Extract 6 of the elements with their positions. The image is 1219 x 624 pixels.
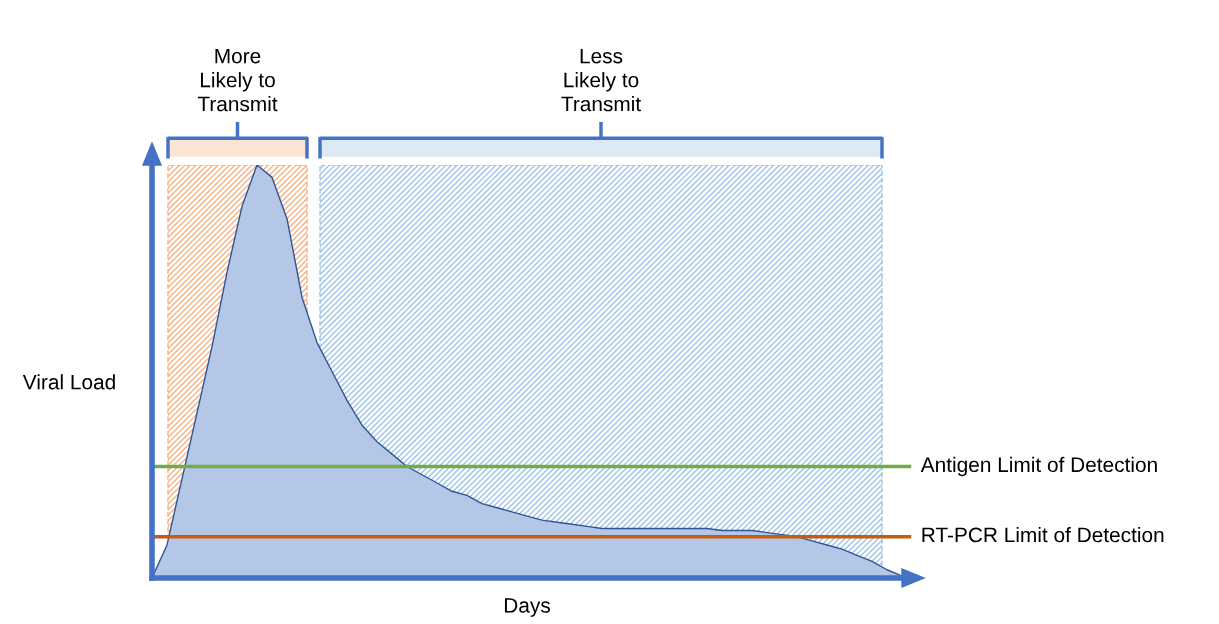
x-axis-title: Days [504,598,550,617]
y-axis-title: Viral Load [22,374,115,390]
ref-line-label: Antigen Limit of Detection [920,456,1157,477]
text: Less Likely to Transmit [561,48,641,112]
text: More Likely to Transmit [197,48,278,112]
ref-line-label: RT-PCR Limit of Detection [922,526,1164,543]
